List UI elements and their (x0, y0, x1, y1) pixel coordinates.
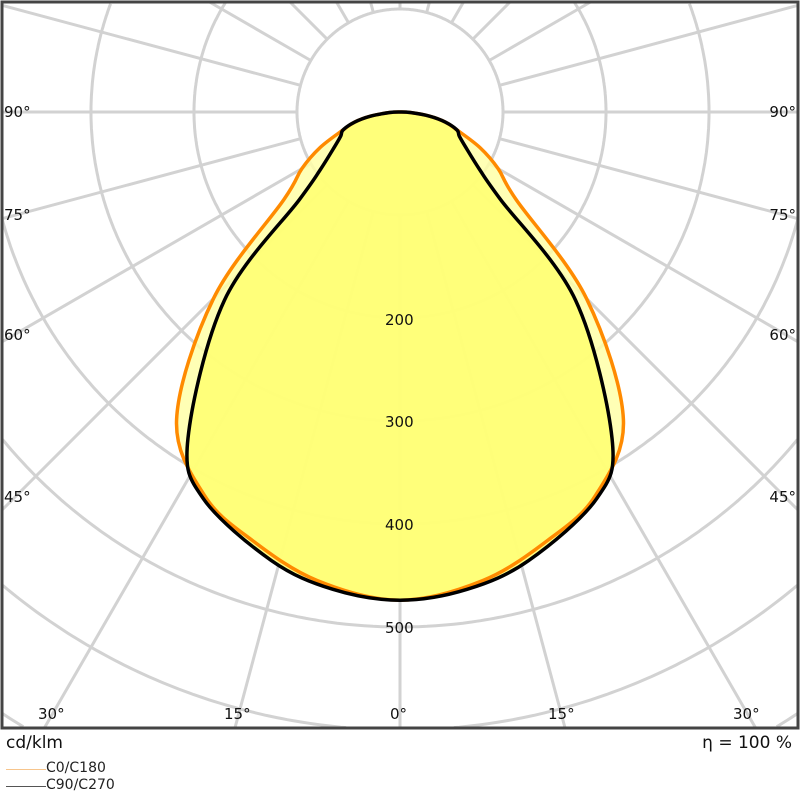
angle-label-right-75: 75° (769, 206, 796, 224)
angle-label-left-75: 75° (4, 206, 31, 224)
angle-label-bottom-0: 0° (390, 705, 408, 723)
angle-label-right-60: 60° (769, 326, 796, 344)
angle-label-bottom-15-left: 15° (224, 705, 251, 723)
angle-label-left-60: 60° (4, 326, 31, 344)
radial-gridline (499, 3, 799, 87)
efficiency-label: η = 100 % (702, 733, 792, 753)
legend-label-c90: C90/C270 (46, 777, 115, 793)
radial-gridline (1, 137, 301, 221)
radial-gridline (208, 0, 312, 62)
radial-label-500: 500 (385, 619, 414, 637)
radial-label-400: 400 (385, 516, 414, 534)
radial-gridline (425, 1, 431, 13)
legend-swatch-c90 (6, 786, 46, 787)
angle-label-bottom-15-right: 15° (548, 705, 575, 723)
angle-label-bottom-30-left: 30° (38, 705, 65, 723)
radial-gridline (471, 0, 512, 41)
radial-gridline (335, 1, 350, 24)
angle-label-right-90: 90° (769, 103, 796, 121)
legend-label-c0: C0/C180 (46, 760, 106, 776)
radial-label-300: 300 (385, 413, 414, 431)
radial-gridline (369, 1, 375, 13)
c90-fill (186, 112, 614, 601)
chart-frame (0, 0, 800, 730)
unit-label: cd/klm (6, 733, 63, 753)
angle-label-right-45: 45° (769, 488, 796, 506)
legend-swatch-c0 (6, 769, 46, 770)
radial-gridline (1, 3, 301, 87)
radial-gridline (499, 137, 799, 221)
angle-label-left-90: 90° (4, 103, 31, 121)
ring-gridline (1, 584, 799, 730)
radial-gridline (488, 162, 799, 344)
radial-gridline (450, 1, 465, 24)
ring-gridline (1, 438, 799, 629)
radial-gridline (488, 0, 592, 62)
angle-label-bottom-30-right: 30° (733, 705, 760, 723)
radial-gridline (1, 162, 312, 344)
c90-c270-curve (185, 110, 615, 602)
radial-gridline (288, 0, 329, 41)
radial-label-200: 200 (385, 311, 414, 329)
ring-gridline (1, 711, 799, 729)
angle-label-left-45: 45° (4, 488, 31, 506)
